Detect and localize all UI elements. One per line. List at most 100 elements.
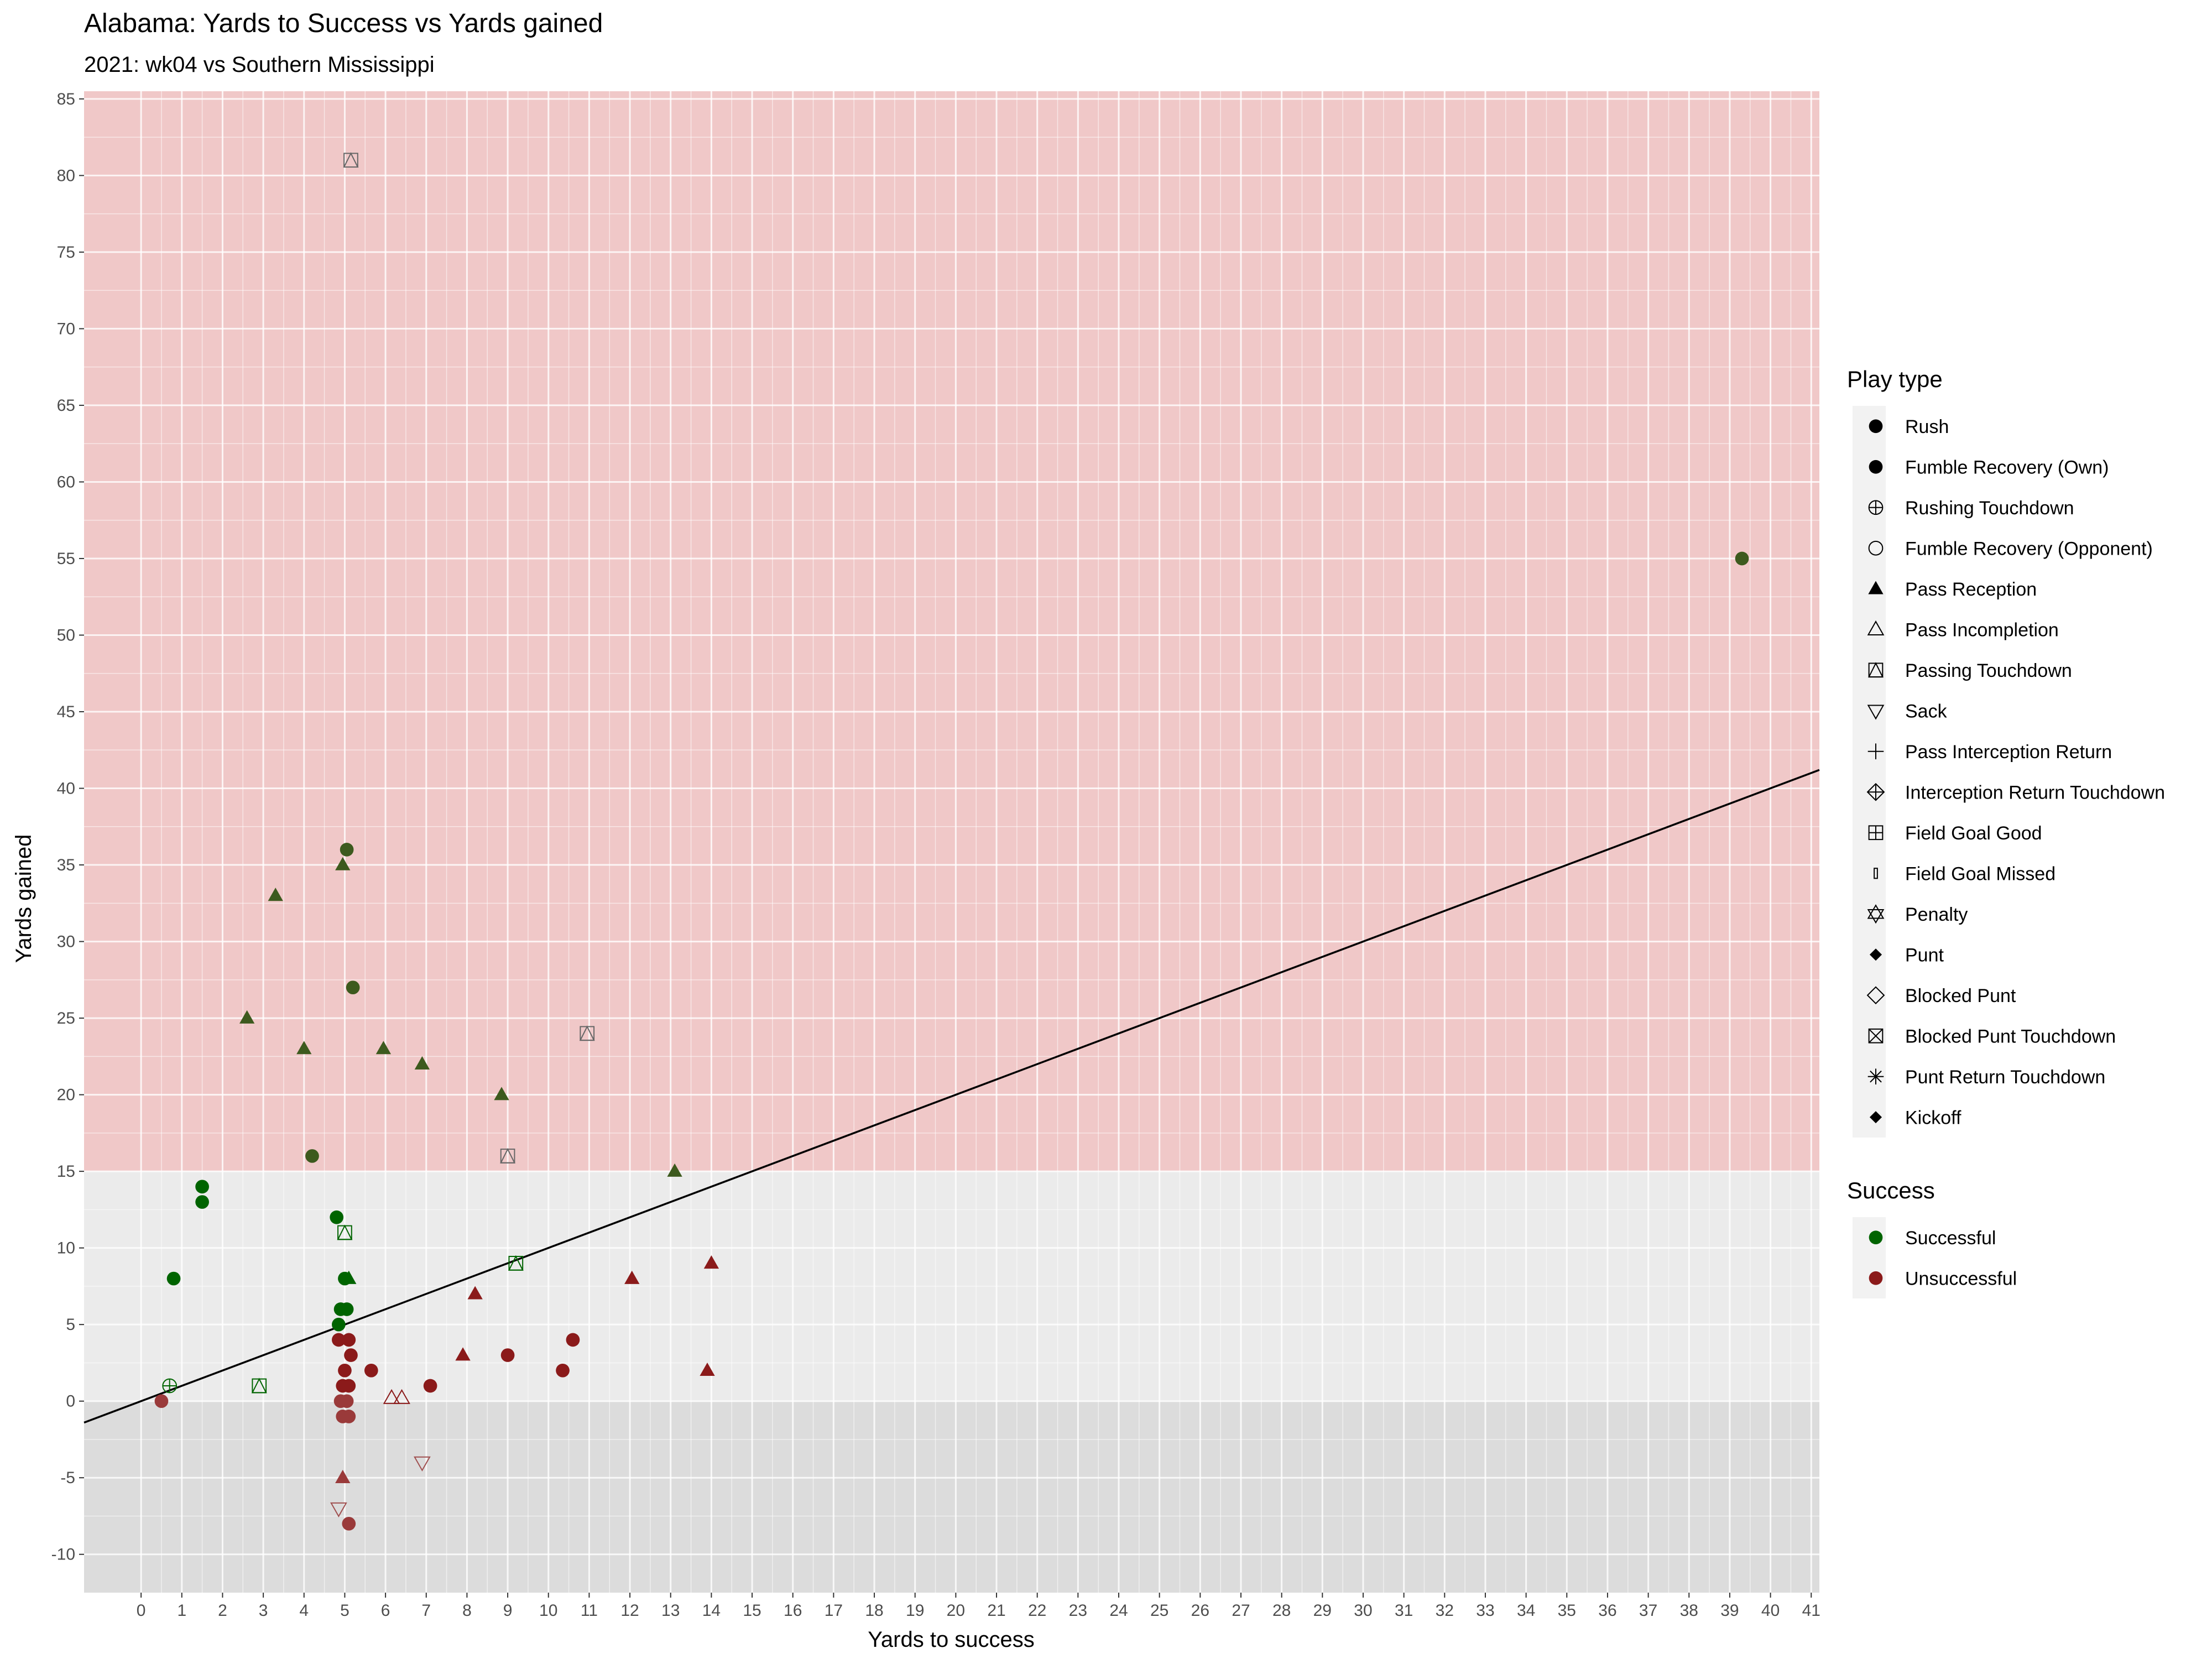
- data-point-unsuccessful-12: [335, 1469, 351, 1483]
- x-tick-label: 33: [1476, 1601, 1494, 1620]
- y-tick-label: 10: [57, 1239, 75, 1258]
- legend-label: Punt Return Touchdown: [1905, 1067, 2105, 1088]
- legend-item-0-15: Blocked Punt Touchdown: [1853, 1015, 2116, 1056]
- legend-item-0-1: Fumble Recovery (Own): [1853, 446, 2109, 487]
- data-point-successful-21: [579, 1025, 595, 1041]
- x-tick-label: 10: [539, 1601, 557, 1620]
- data-point-successful-22: [346, 980, 360, 995]
- legend-label: Unsuccessful: [1905, 1268, 2017, 1289]
- x-tick-label: 9: [503, 1601, 513, 1620]
- data-point-successful-23: [268, 888, 283, 901]
- legend-label: Sack: [1905, 701, 1948, 722]
- x-tick-label: 13: [661, 1601, 680, 1620]
- legend-label: Blocked Punt Touchdown: [1905, 1026, 2116, 1047]
- data-point-successful-19: [296, 1041, 312, 1055]
- legend-key: [1853, 568, 1886, 609]
- x-tick-label: 19: [906, 1601, 924, 1620]
- x-tick-label: 23: [1069, 1601, 1087, 1620]
- x-tick-label: 39: [1720, 1601, 1739, 1620]
- data-point-successful-8: [338, 1271, 352, 1286]
- x-tick-label: 31: [1395, 1601, 1413, 1620]
- x-tick-label: 34: [1517, 1601, 1535, 1620]
- legend-item-0-10: Field Goal Good: [1853, 812, 2042, 853]
- data-point-successful-6: [337, 1224, 353, 1240]
- legend-item-0-13: Punt: [1853, 934, 1944, 975]
- x-tick-label: 22: [1028, 1601, 1046, 1620]
- data-point-unsuccessful-4: [338, 1363, 352, 1378]
- legend-label: Pass Incompletion: [1905, 619, 2059, 640]
- y-axis: -10 -5 0 5 10 15 20 25 30 35 40 45 50 55 60 65 70 75 80 85: [51, 90, 84, 1564]
- x-tick-label: 4: [299, 1601, 309, 1620]
- legend-key: [1853, 853, 1886, 894]
- data-point-successful-24: [335, 857, 351, 870]
- y-tick-label: -5: [60, 1469, 75, 1487]
- data-point-successful-17: [414, 1056, 430, 1070]
- legend-label: Rushing Touchdown: [1905, 498, 2074, 519]
- x-tick-label: 14: [702, 1601, 721, 1620]
- data-point-successful-27: [1735, 551, 1749, 566]
- legend-item-0-7: Sack: [1853, 690, 1948, 731]
- data-point-successful-26: [343, 152, 359, 168]
- data-point-successful-4: [251, 1378, 267, 1394]
- legend-label: Punt: [1905, 945, 1944, 966]
- data-point-successful-13: [667, 1163, 682, 1177]
- legend-item-0-2: Rushing Touchdown: [1853, 487, 2074, 528]
- legend-item-0-16: Punt Return Touchdown: [1853, 1056, 2105, 1097]
- y-tick-label: 45: [57, 703, 75, 721]
- x-tick-label: 6: [381, 1601, 390, 1620]
- data-point-successful-25: [340, 843, 354, 857]
- y-tick-label: 60: [57, 473, 75, 491]
- x-tick-label: 24: [1109, 1601, 1128, 1620]
- x-tick-label: 27: [1232, 1601, 1250, 1620]
- x-tick-label: 2: [218, 1601, 227, 1620]
- legend-item-1-0: Successful: [1853, 1217, 1996, 1258]
- data-point-unsuccessful-17: [364, 1363, 378, 1378]
- x-tick-label: 16: [784, 1601, 802, 1620]
- legend-label: Passing Touchdown: [1905, 660, 2072, 681]
- y-tick-label: 15: [57, 1162, 75, 1181]
- data-point-successful-12: [508, 1255, 524, 1271]
- legend-title-1: Success: [1847, 1177, 1935, 1203]
- legend-label: Field Goal Missed: [1905, 863, 2056, 884]
- data-point-successful-5: [330, 1210, 344, 1224]
- legend-item-0-14: Blocked Punt: [1853, 975, 2016, 1016]
- y-tick-label: 30: [57, 933, 75, 951]
- legend-item-0-3: Fumble Recovery (Opponent): [1853, 528, 2153, 568]
- x-tick-label: 28: [1272, 1601, 1291, 1620]
- x-tick-label: 37: [1639, 1601, 1657, 1620]
- y-tick-label: 85: [57, 90, 75, 108]
- reference-line: [84, 769, 1820, 1424]
- data-point-unsuccessful-19: [455, 1347, 471, 1361]
- legend-item-0-0: Rush: [1853, 406, 1949, 447]
- data-point-successful-20: [375, 1041, 392, 1055]
- legend-key: [1853, 975, 1886, 1016]
- x-axis: 0 1 2 3 4 5 6 7 8 9 10 11 12 13 14 15 16 17 18 19 20 21 22 23 24…: [137, 1593, 1820, 1620]
- data-point-unsuccessful-13: [330, 1502, 347, 1517]
- x-tick-label: 15: [743, 1601, 761, 1620]
- x-tick-label: 1: [177, 1601, 186, 1620]
- x-tick-label: 38: [1680, 1601, 1698, 1620]
- legend-item-0-11: Field Goal Missed: [1853, 853, 2056, 894]
- legend-label: Kickoff: [1905, 1107, 1961, 1128]
- x-tick-label: 29: [1313, 1601, 1332, 1620]
- legend-label: Pass Reception: [1905, 579, 2037, 600]
- data-point-successful-16: [494, 1087, 509, 1100]
- legend-label: Fumble Recovery (Own): [1905, 457, 2109, 478]
- data-point-unsuccessful-24: [624, 1270, 640, 1284]
- x-tick-label: 30: [1354, 1601, 1372, 1620]
- x-tick-label: 36: [1598, 1601, 1616, 1620]
- y-tick-label: 70: [57, 320, 75, 338]
- legend-label: Successful: [1905, 1228, 1996, 1249]
- data-point-unsuccessful-26: [703, 1255, 719, 1269]
- legend-item-1-1: Unsuccessful: [1853, 1258, 2017, 1298]
- x-tick-label: 5: [340, 1601, 349, 1620]
- data-point-successful-15: [500, 1147, 516, 1164]
- y-tick-label: 50: [57, 626, 75, 644]
- data-point-unsuccessful-22: [556, 1363, 570, 1378]
- grid-minor: [84, 91, 1819, 1593]
- y-tick-label: -10: [51, 1546, 75, 1564]
- legend-item-0-12: Penalty: [1853, 894, 1968, 935]
- data-point-unsuccessful-16: [393, 1389, 410, 1404]
- grid-major: [84, 91, 1819, 1593]
